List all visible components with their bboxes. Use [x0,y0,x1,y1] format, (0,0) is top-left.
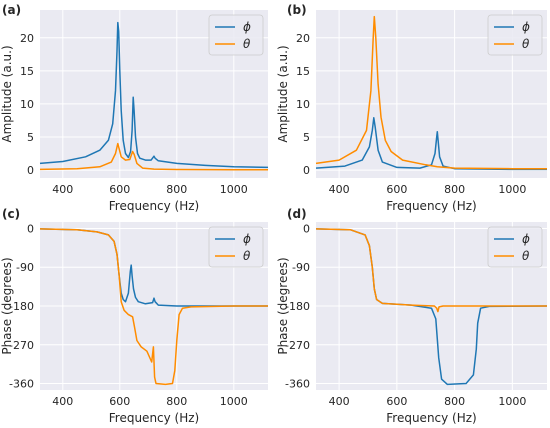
x-tick-label: 600 [109,395,130,408]
y-axis-label: Amplitude (a.u.) [276,45,290,142]
chart-panel: 400 600 800 1000 0 -90 -180 -270 -360 Frequency (… [276,207,548,425]
panel-label: (c) [2,207,20,221]
x-tick-label: 400 [329,183,350,196]
y-tick-label: 5 [27,131,34,144]
legend-label: ϕ [522,20,530,34]
legend-box [208,14,264,56]
x-tick-label: 1000 [498,395,526,408]
legend-label: ϕ [243,20,251,34]
y-tick-label: -270 [285,339,310,352]
y-tick-label: -270 [9,339,34,352]
y-tick-label: 0 [303,222,310,235]
y-tick-label: 5 [303,131,310,144]
y-tick-label: -90 [16,261,34,274]
chart-panel: 400 600 800 1000 0 5 10 15 20 Frequency (Hz) Ampli… [0,3,269,213]
x-tick-label: 600 [386,183,407,196]
series-line [39,228,268,386]
chart-panel: 400 600 800 1000 0 -90 -180 -270 -360 Frequency (… [0,207,268,425]
series-line [39,142,268,171]
series-line [315,15,547,170]
series-line [315,117,547,171]
x-tick-label: 400 [52,183,73,196]
panel-label: (b) [287,3,307,17]
x-tick-label: 1000 [220,395,248,408]
y-tick-label: 20 [296,32,310,45]
legend-label: θ [522,249,530,263]
x-tick-label: 1000 [220,183,248,196]
y-tick-label: -90 [292,261,310,274]
series-line [39,21,269,169]
legend-label: ϕ [243,232,251,246]
legend-box [487,226,543,268]
x-axis-label: Frequency (Hz) [386,199,477,213]
legend-label: θ [243,249,251,263]
x-tick-label: 800 [166,183,187,196]
legend-label: θ [243,37,251,51]
y-axis-label: Phase (degrees) [0,257,14,354]
chart-panel: 400 600 800 1000 0 5 10 15 20 Frequency (Hz) Ampli… [276,3,547,213]
y-tick-label: 0 [27,164,34,177]
x-axis-label: Frequency (Hz) [386,411,477,425]
y-tick-label: 0 [27,222,34,235]
x-tick-label: 1000 [498,183,526,196]
y-tick-label: -180 [9,300,34,313]
legend: ϕθ [208,14,264,56]
y-tick-label: -180 [285,300,310,313]
legend-label: ϕ [522,232,530,246]
y-tick-label: 10 [20,98,34,111]
y-tick-label: -360 [285,378,310,391]
x-tick-label: 600 [386,395,407,408]
x-tick-label: 600 [109,183,130,196]
series-line [315,228,547,313]
y-tick-label: -360 [9,378,34,391]
legend: ϕθ [487,14,543,56]
x-axis-label: Frequency (Hz) [109,199,200,213]
y-tick-label: 20 [20,32,34,45]
x-tick-label: 400 [52,395,73,408]
x-tick-label: 800 [444,183,465,196]
y-tick-label: 15 [296,65,310,78]
x-tick-label: 800 [444,395,465,408]
legend-label: θ [522,37,530,51]
y-tick-label: 0 [303,164,310,177]
legend-box [487,14,543,56]
y-tick-label: 15 [20,65,34,78]
y-axis-label: Amplitude (a.u.) [0,45,14,142]
legend: ϕθ [208,226,264,268]
x-tick-label: 400 [329,395,350,408]
legend: ϕθ [487,226,543,268]
x-axis-label: Frequency (Hz) [109,411,200,425]
legend-box [208,226,264,268]
y-axis-label: Phase (degrees) [276,257,290,354]
x-tick-label: 800 [166,395,187,408]
panel-label: (d) [287,207,307,221]
y-tick-label: 10 [296,98,310,111]
panel-label: (a) [2,3,21,17]
